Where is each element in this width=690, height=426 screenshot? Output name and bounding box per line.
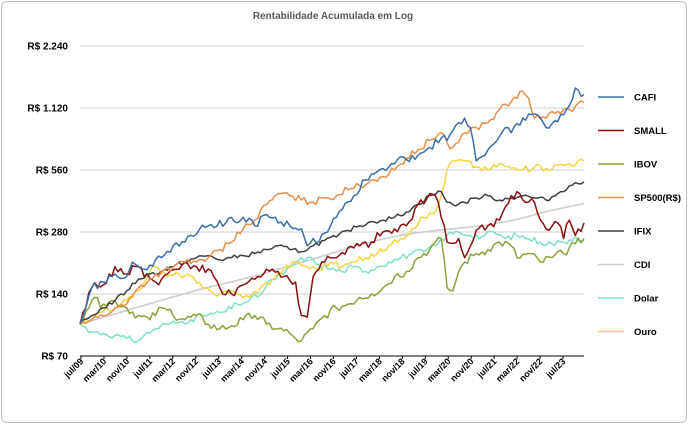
x-tick-label: mar/22	[494, 356, 522, 384]
series-line-ibov	[79, 236, 585, 343]
legend-label: SP500(R$)	[634, 193, 681, 204]
y-axis-ticks: R$ 70 R$ 140 R$ 280 R$ 560 R$ 1.120 R$ 2.240	[27, 42, 68, 363]
x-tick-label: nov/12	[173, 356, 200, 383]
legend: CAFI SMALL IBOV SP500(R$) IFIX CDI Dolar Ouro	[598, 93, 681, 338]
y-tick-label: R$ 140	[36, 290, 69, 301]
series-line-cdi	[79, 202, 585, 325]
x-tick-label: mar/14	[218, 356, 246, 384]
x-tick-label: mar/18	[356, 356, 384, 384]
legend-label: CAFI	[634, 93, 656, 104]
y-tick-label: R$ 70	[41, 352, 68, 363]
x-tick-label: nov/20	[448, 356, 475, 383]
series-line-sp500r	[79, 90, 585, 325]
y-tick-label: R$ 280	[36, 228, 69, 239]
legend-label: IBOV	[634, 160, 658, 171]
y-tick-label: R$ 560	[36, 166, 69, 177]
legend-label: SMALL	[634, 126, 667, 137]
legend-label: CDI	[634, 260, 650, 271]
series-lines	[79, 87, 585, 344]
x-tick-label: nov/22	[517, 356, 544, 383]
grid	[80, 45, 584, 295]
chart-title: Rentabilidade Acumulada em Log	[253, 11, 413, 22]
series-line-ouro	[79, 158, 585, 325]
y-tick-label: R$ 2.240	[27, 42, 68, 53]
x-tick-label: nov/10	[104, 356, 131, 383]
x-tick-label: mar/10	[81, 356, 109, 384]
x-tick-label: nov/14	[242, 356, 269, 383]
x-tick-label: jul/23	[543, 356, 567, 380]
series-line-small	[79, 190, 585, 325]
x-tick-label: mar/16	[287, 356, 315, 384]
x-tick-label: nov/16	[311, 356, 338, 383]
legend-label: Ouro	[634, 327, 657, 338]
x-tick-label: mar/12	[150, 356, 178, 384]
legend-label: Dolar	[634, 294, 659, 305]
series-line-cafi	[79, 87, 585, 325]
x-tick-label: mar/20	[425, 356, 453, 384]
series-line-dolar	[79, 230, 585, 344]
y-tick-label: R$ 1.120	[27, 104, 68, 115]
legend-label: IFIX	[634, 227, 652, 238]
x-tick-label: nov/18	[380, 356, 407, 383]
